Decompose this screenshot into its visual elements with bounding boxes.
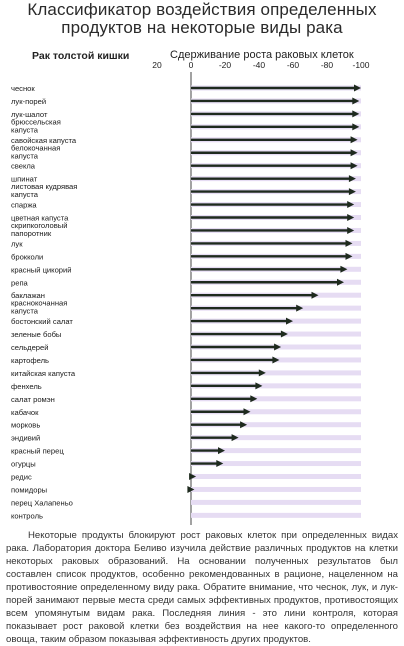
category-label: лук-порей: [11, 97, 46, 106]
arrow-head: [352, 97, 360, 105]
tick-label: -40: [253, 60, 266, 70]
arrow-head: [347, 226, 355, 234]
category-label: фенхель: [11, 382, 42, 391]
category-label: шпинат: [11, 175, 38, 184]
arrow-head: [345, 252, 353, 260]
arrow-head: [187, 485, 195, 493]
arrow-head: [255, 382, 263, 390]
description-text: Некоторые продукты блокируют рост раковы…: [6, 530, 398, 645]
tick-label: -20: [219, 60, 232, 70]
tick-labels: 20 0 -20 -40 -60 -80 -100: [152, 60, 370, 525]
arrow-head: [352, 123, 360, 131]
category-label: свекла: [11, 162, 36, 171]
category-label: морковь: [11, 421, 40, 430]
arrow-head: [240, 421, 248, 429]
arrow-head: [348, 188, 356, 196]
category-label: листовая кудрявая капуста: [11, 182, 77, 199]
arrow-head: [258, 369, 266, 377]
arrow-head: [274, 343, 282, 351]
category-label: кабачок: [11, 408, 39, 417]
arrow-head: [296, 304, 304, 312]
category-label: баклажан: [11, 291, 45, 300]
arrow-bars: [187, 84, 361, 493]
category-label: репа: [11, 278, 29, 287]
page-title: Классификатор воздействия определенных п…: [0, 1, 404, 37]
arrow-head: [350, 162, 358, 170]
row-band: [191, 499, 361, 505]
category-label: бостонский салат: [11, 317, 73, 326]
category-label: картофель: [11, 356, 49, 365]
category-label: эндивий: [11, 434, 40, 443]
axis-title: Сдерживание роста раковых клеток: [170, 49, 354, 61]
category-label: помидоры: [11, 485, 47, 494]
title-line-1: Классификатор воздействия определенных: [27, 0, 377, 19]
category-label: китайская капуста: [11, 369, 76, 378]
row-band: [191, 486, 361, 492]
category-label: перец Халапеньо: [11, 498, 73, 507]
row-band: [191, 461, 361, 467]
arrow-head: [243, 408, 251, 416]
row-band: [191, 448, 361, 454]
row-band: [191, 474, 361, 479]
row-band: [191, 383, 361, 389]
category-label: цветная капуста: [11, 214, 69, 223]
arrow-head: [345, 239, 353, 247]
category-label: чеснок: [11, 84, 35, 93]
tick-label: 20: [152, 60, 162, 70]
category-label: краснокочанная капуста: [11, 299, 67, 316]
row-band: [191, 512, 361, 518]
row-band: [191, 396, 361, 402]
tick-label: -80: [321, 60, 334, 70]
category-label: салат ромэн: [11, 395, 55, 404]
category-label: брокколи: [11, 252, 43, 261]
arrow-head: [347, 201, 355, 209]
arrow-head: [280, 330, 288, 338]
arrow-head: [216, 460, 224, 468]
tick-label: -60: [287, 60, 300, 70]
chart: 20 0 -20 -40 -60 -80 -100 чеснок лук-порей лук-ш…: [11, 60, 370, 525]
arrow-head: [311, 291, 319, 299]
row-band: [191, 370, 361, 376]
category-label: лук: [11, 239, 23, 248]
arrow-head: [347, 214, 355, 221]
category-label: брюссельская капуста: [11, 117, 61, 134]
arrow-head: [231, 434, 239, 442]
tick-label: 0: [189, 60, 194, 70]
arrow-head: [272, 356, 280, 364]
tick-label: -100: [352, 60, 369, 70]
row-band: [191, 409, 361, 415]
category-label: белокочанная капуста: [11, 143, 60, 160]
category-label: контроль: [11, 511, 43, 520]
row-band: [191, 435, 361, 441]
category-label: спаржа: [11, 201, 37, 210]
arrow-head: [340, 265, 348, 273]
arrow-head: [350, 149, 358, 157]
category-label: редис: [11, 473, 32, 482]
category-label: скрипкоголовый папоротник: [11, 221, 67, 238]
category-label: красный перец: [11, 447, 64, 456]
arrow-head: [337, 278, 344, 286]
category-label: сельдерей: [11, 343, 49, 352]
arrow-head: [354, 84, 361, 92]
arrow-head: [189, 473, 197, 480]
arrow-head: [348, 175, 356, 183]
category-label: огурцы: [11, 460, 36, 469]
arrow-head: [250, 395, 258, 403]
arrow-head: [218, 447, 225, 455]
arrow-head: [352, 110, 360, 118]
arrow-head: [286, 317, 293, 325]
background-bands: [191, 85, 361, 518]
arrow-head: [350, 136, 358, 144]
category-label: зеленые бобы: [11, 330, 61, 339]
category-label: савойская капуста: [11, 136, 77, 145]
cancer-type-label: Рак толстой кишки: [32, 50, 130, 62]
category-label: красный цикорий: [11, 265, 72, 274]
title-line-2: продуктов на некоторые виды рака: [61, 18, 343, 37]
category-label: лук-шалот: [11, 110, 48, 119]
row-band: [191, 422, 361, 428]
